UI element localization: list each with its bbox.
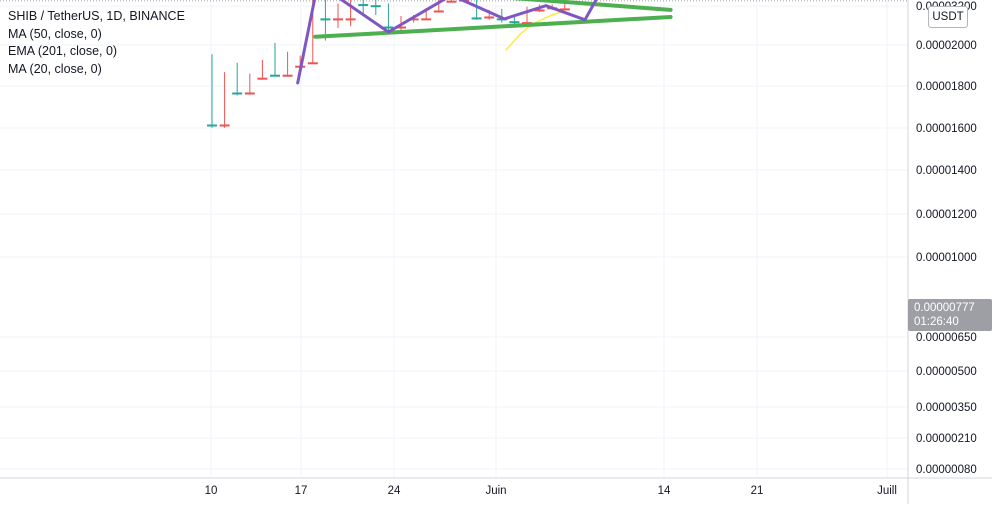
x-tick-label: 14 — [658, 485, 671, 497]
candle-body — [446, 0, 457, 3]
y-tick-label: 0.00001000 — [916, 252, 977, 264]
y-tick-label: 0.00000500 — [916, 366, 977, 378]
indicator-ma50[interactable]: MA (50, close, 0) — [8, 26, 102, 41]
candle-body — [232, 92, 243, 95]
x-tick-label: 24 — [388, 485, 401, 497]
indicator-ema201[interactable]: EMA (201, close, 0) — [8, 44, 118, 58]
candle-body — [421, 18, 432, 21]
candle-body — [270, 74, 280, 77]
candle-body — [207, 124, 217, 127]
y-tick-label: 0.00000350 — [916, 402, 977, 414]
y-tick-label: 0.00000080 — [916, 464, 977, 476]
candle-body — [559, 8, 570, 11]
candle-body — [383, 26, 394, 29]
candle-body — [219, 124, 230, 127]
y-tick-label: 0.00001800 — [916, 81, 977, 93]
y-tick-label: 0.00002000 — [916, 40, 977, 52]
bar-countdown: 01:26:40 — [914, 316, 959, 328]
x-tick-label: 17 — [295, 485, 308, 497]
triangle-lower-trendline — [512, 0, 673, 12]
candle-body — [433, 10, 444, 13]
candle-body — [358, 4, 369, 7]
currency-button[interactable]: USDT — [928, 6, 968, 28]
x-tick-label: Juill — [877, 485, 897, 497]
symbol-title[interactable]: SHIB / TetherUS, 1D, BINANCE — [8, 9, 185, 23]
y-tick-label: 0.00001400 — [916, 165, 977, 177]
last-price-label: 0.00000777 01:26:40 — [908, 299, 992, 331]
candle-body — [282, 74, 293, 77]
x-tick-label: 10 — [205, 485, 218, 497]
y-tick-label: 0.00001200 — [916, 209, 977, 221]
y-tick-label: 0.00000650 — [916, 332, 977, 344]
last-price-value: 0.00000777 — [914, 302, 975, 314]
x-tick-label: 21 — [751, 485, 764, 497]
candle-body — [244, 92, 255, 95]
candle-body — [471, 17, 482, 20]
candle-body — [307, 62, 318, 65]
chart-legend: SHIB / TetherUS, 1D, BINANCE MA (50, clo… — [8, 8, 185, 78]
candle-body — [509, 21, 520, 24]
y-tick-label: 0.00000210 — [916, 433, 977, 445]
candle-body — [370, 5, 381, 8]
candle-body — [484, 16, 495, 19]
projection-path — [296, 0, 598, 85]
x-tick-label: Juin — [485, 485, 506, 497]
candle-body — [345, 18, 356, 21]
candle-body — [320, 18, 331, 21]
triangle-upper-trendline — [313, 15, 673, 39]
y-tick-label: 0.00001600 — [916, 123, 977, 135]
candle-body — [257, 77, 268, 80]
indicator-ma20[interactable]: MA (20, close, 0) — [8, 61, 102, 76]
candle-body — [333, 18, 343, 21]
